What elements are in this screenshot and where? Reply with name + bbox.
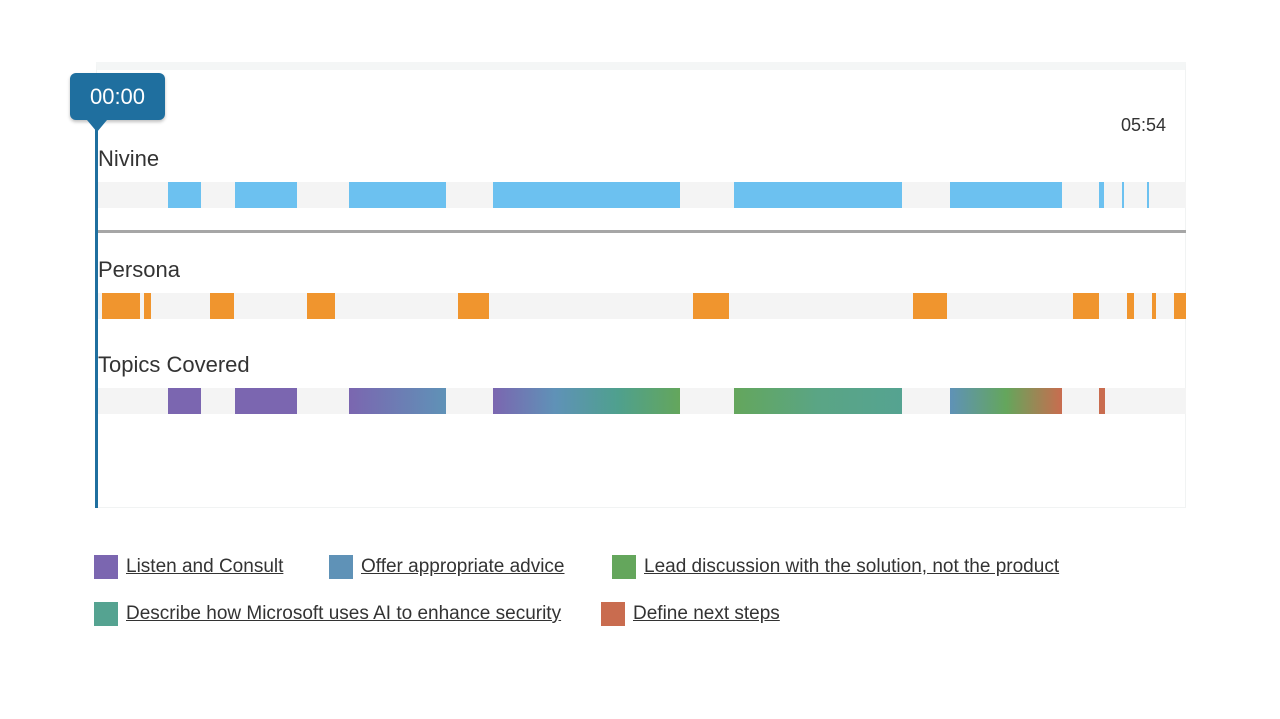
topic-segment[interactable] <box>349 388 447 414</box>
timeline-end-time: 05:54 <box>1121 115 1167 135</box>
speaker-divider <box>98 230 1186 233</box>
topic-segment[interactable] <box>167 388 202 414</box>
legend-swatch <box>94 602 118 626</box>
legend-item-lead-discussion[interactable]: Lead discussion with the solution, not t… <box>612 555 1059 579</box>
playhead-time-bubble[interactable]: 00:00 <box>70 73 165 132</box>
speaker-1-segment[interactable] <box>949 182 1062 208</box>
playhead-line[interactable] <box>95 120 98 508</box>
persona-segment[interactable] <box>912 293 947 319</box>
row-label-speaker-1: Nivine <box>98 146 160 171</box>
legend-item-define-next-steps[interactable]: Define next steps <box>601 602 780 626</box>
legend-label: Listen and Consult <box>126 556 284 577</box>
legend-swatch <box>94 555 118 579</box>
legend-item-listen-consult[interactable]: Listen and Consult <box>94 555 283 579</box>
persona-segment[interactable] <box>143 293 152 319</box>
topic-segment[interactable] <box>1098 388 1106 414</box>
speaker-1-segment[interactable] <box>1098 182 1105 208</box>
legend-label: Offer appropriate advice <box>361 556 565 577</box>
persona-segment[interactable] <box>693 293 730 319</box>
persona-segment[interactable] <box>102 293 141 319</box>
row-label-topics: Topics Covered <box>98 352 250 377</box>
persona-segment[interactable] <box>1072 293 1099 319</box>
persona-segment[interactable] <box>306 293 336 319</box>
speaker-1-segment[interactable] <box>492 182 681 208</box>
speaker-1-segment[interactable] <box>235 182 298 208</box>
legend-item-describe-ai-security[interactable]: Describe how Microsoft uses AI to enhanc… <box>94 602 561 626</box>
speaker-1-segment[interactable] <box>1146 182 1149 208</box>
persona-segment[interactable] <box>1152 293 1156 319</box>
persona-segment[interactable] <box>1174 293 1186 319</box>
persona-track[interactable] <box>98 293 1186 319</box>
legend-swatch <box>612 555 636 579</box>
persona-segment[interactable] <box>210 293 234 319</box>
legend-label: Describe how Microsoft uses AI to enhanc… <box>126 603 562 624</box>
speaker-1-segment[interactable] <box>167 182 202 208</box>
topic-segment[interactable] <box>949 388 1062 414</box>
topic-segment[interactable] <box>492 388 681 414</box>
legend-swatch <box>601 602 625 626</box>
persona-segment[interactable] <box>458 293 489 319</box>
topic-segment[interactable] <box>235 388 298 414</box>
topic-segment[interactable] <box>734 388 903 414</box>
speaker-1-segment[interactable] <box>349 182 447 208</box>
row-label-persona: Persona <box>98 257 180 282</box>
timeline-panel <box>96 62 1186 508</box>
speaker-1-segment[interactable] <box>734 182 903 208</box>
legend-label: Lead discussion with the solution, not t… <box>644 556 1060 577</box>
persona-segment[interactable] <box>1127 293 1134 319</box>
topics-track[interactable] <box>98 388 1186 414</box>
legend-label: Define next steps <box>633 603 780 624</box>
legend-item-offer-advice[interactable]: Offer appropriate advice <box>329 555 565 579</box>
speaker-1-segment[interactable] <box>1121 182 1124 208</box>
legend-swatch <box>329 555 353 579</box>
speaker-1-track[interactable] <box>98 182 1186 208</box>
